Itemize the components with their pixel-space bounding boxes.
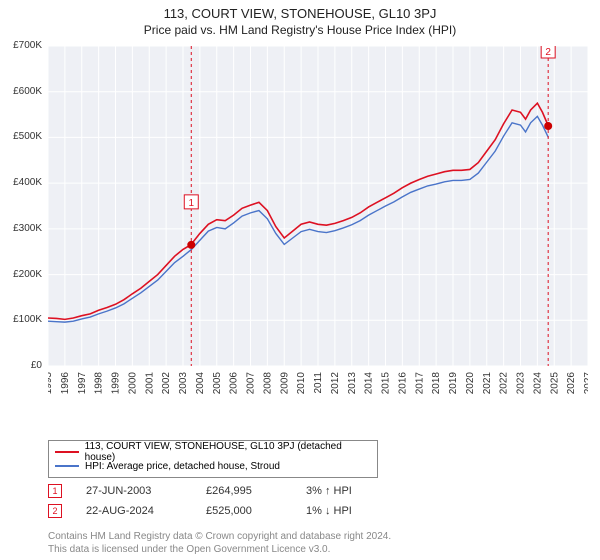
svg-text:2016: 2016 (397, 372, 408, 395)
svg-text:2: 2 (545, 47, 551, 58)
svg-text:2021: 2021 (482, 372, 493, 395)
sale-date: 22-AUG-2024 (86, 505, 206, 517)
svg-text:2015: 2015 (381, 372, 392, 395)
svg-text:2017: 2017 (414, 372, 425, 395)
footnote: Contains HM Land Registry data © Crown c… (48, 531, 391, 556)
svg-text:2023: 2023 (516, 372, 527, 395)
svg-text:2005: 2005 (212, 372, 223, 395)
legend-label: HPI: Average price, detached house, Stro… (85, 461, 280, 472)
svg-text:2026: 2026 (566, 372, 577, 395)
sale-price: £525,000 (206, 505, 306, 517)
footnote-line: Contains HM Land Registry data © Crown c… (48, 531, 391, 544)
y-tick-label: £0 (31, 360, 42, 371)
svg-text:2025: 2025 (549, 372, 560, 395)
svg-text:1999: 1999 (111, 372, 122, 395)
sale-row-1: 1 27-JUN-2003 £264,995 3% ↑ HPI (48, 484, 568, 498)
svg-text:2003: 2003 (178, 372, 189, 395)
svg-text:2002: 2002 (161, 372, 172, 395)
svg-text:1998: 1998 (94, 372, 105, 395)
footnote-line: This data is licensed under the Open Gov… (48, 544, 391, 557)
y-tick-label: £500K (13, 131, 42, 142)
svg-text:1: 1 (188, 198, 194, 209)
svg-text:2001: 2001 (144, 372, 155, 395)
chart-subtitle: Price paid vs. HM Land Registry's House … (0, 21, 600, 37)
y-tick-label: £600K (13, 86, 42, 97)
price-chart: 1995 1996 1997 1998 1999 2000 2001 2002 2003 2004… (48, 46, 588, 396)
sale-row-2: 2 22-AUG-2024 £525,000 1% ↓ HPI (48, 504, 568, 518)
svg-text:2007: 2007 (246, 372, 257, 395)
svg-text:2022: 2022 (499, 372, 510, 395)
svg-text:2020: 2020 (465, 372, 476, 395)
svg-text:1997: 1997 (77, 372, 88, 395)
legend-swatch (55, 451, 79, 453)
y-tick-label: £300K (13, 223, 42, 234)
y-tick-label: £200K (13, 269, 42, 280)
svg-text:1995: 1995 (48, 372, 54, 395)
sale-marker-2: 2 (48, 504, 62, 518)
legend: 113, COURT VIEW, STONEHOUSE, GL10 3PJ (d… (48, 440, 378, 478)
svg-text:2018: 2018 (431, 372, 442, 395)
svg-text:2011: 2011 (313, 372, 324, 394)
y-tick-label: £700K (13, 40, 42, 51)
svg-text:2004: 2004 (195, 372, 206, 395)
legend-item: 113, COURT VIEW, STONEHOUSE, GL10 3PJ (d… (55, 445, 371, 459)
legend-swatch (55, 465, 79, 467)
sale-price: £264,995 (206, 485, 306, 497)
sale-marker-1: 1 (48, 484, 62, 498)
y-tick-label: £400K (13, 177, 42, 188)
svg-text:2027: 2027 (583, 372, 588, 395)
svg-text:2012: 2012 (330, 372, 341, 395)
sale-delta: 1% ↓ HPI (306, 505, 426, 517)
svg-text:1996: 1996 (60, 372, 71, 395)
chart-title: 113, COURT VIEW, STONEHOUSE, GL10 3PJ (0, 0, 600, 21)
svg-text:2006: 2006 (229, 372, 240, 395)
svg-text:2000: 2000 (127, 372, 138, 395)
svg-text:2013: 2013 (347, 372, 358, 395)
y-tick-label: £100K (13, 314, 42, 325)
svg-text:2008: 2008 (262, 372, 273, 395)
sale-delta: 3% ↑ HPI (306, 485, 426, 497)
sale-date: 27-JUN-2003 (86, 485, 206, 497)
svg-text:2010: 2010 (296, 372, 307, 395)
svg-text:2009: 2009 (279, 372, 290, 395)
svg-text:2024: 2024 (532, 372, 543, 395)
svg-text:2014: 2014 (364, 372, 375, 395)
svg-text:2019: 2019 (448, 372, 459, 395)
